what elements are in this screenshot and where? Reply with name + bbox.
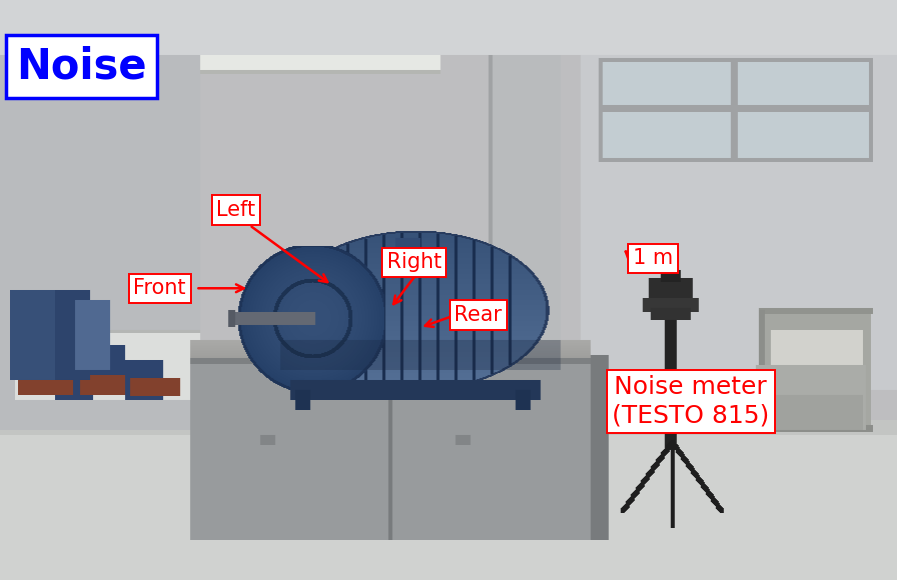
Text: Noise: Noise [16, 46, 147, 88]
Text: Right: Right [387, 252, 442, 272]
Text: Front: Front [134, 278, 186, 298]
Text: Noise meter
(TESTO 815): Noise meter (TESTO 815) [612, 375, 770, 427]
Text: Left: Left [216, 200, 256, 220]
Text: 1 m: 1 m [633, 248, 673, 268]
Text: Rear: Rear [454, 305, 502, 325]
